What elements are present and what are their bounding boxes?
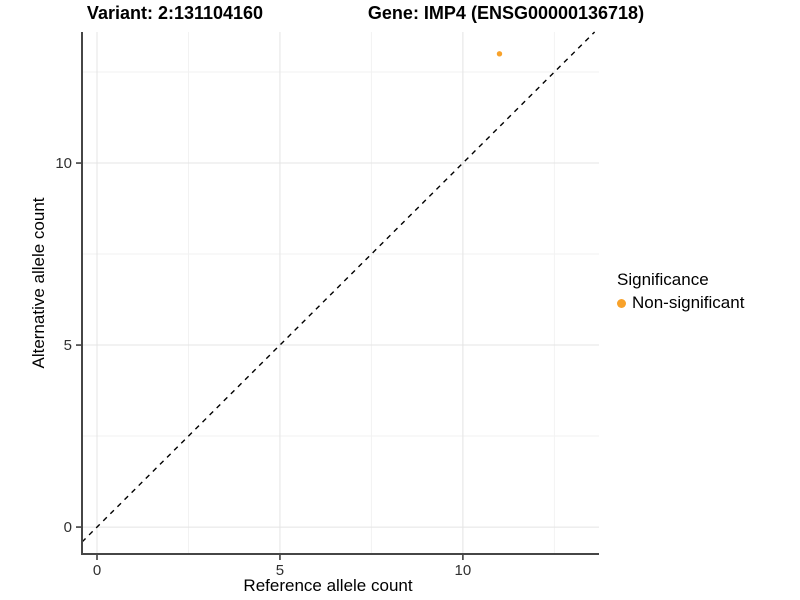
legend-title: Significance [617, 270, 709, 289]
legend-item-label: Non-significant [632, 293, 745, 312]
legend-point-icon [617, 298, 626, 308]
y-axis-title: Alternative allele count [29, 197, 48, 369]
variant-title: Variant: 2:131104160 [86, 3, 264, 23]
x-axis-title: Reference allele count [243, 576, 413, 595]
gene-title: Gene: IMP4 (ENSG00000136718) [367, 3, 645, 23]
y-tick-label: 5 [64, 337, 72, 354]
x-tick-label: 5 [276, 562, 284, 579]
x-tick-label: 0 [93, 562, 101, 579]
legend: Significance Non-significant [617, 270, 744, 313]
x-tick-label: 10 [455, 562, 472, 579]
y-tick-label: 0 [64, 519, 72, 536]
data-point [496, 51, 503, 57]
identity-dashed-line [81, 31, 596, 543]
legend-item: Non-significant [617, 293, 744, 313]
y-tick-label: 10 [55, 155, 72, 172]
